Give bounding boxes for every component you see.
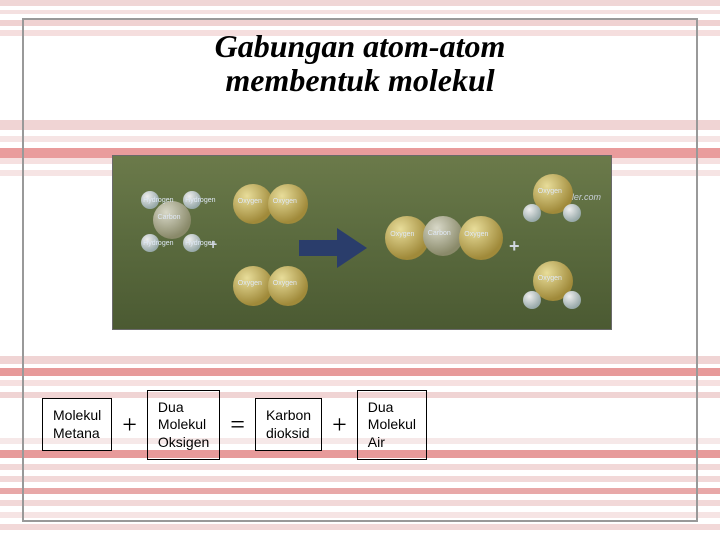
title-line-2: membentuk molekul xyxy=(225,62,494,98)
equation-row: Molekul Metana + Dua Molekul Oksigen = K… xyxy=(42,390,686,461)
eq-box-text: dioksid xyxy=(266,425,311,443)
atom-label: Hydrogen xyxy=(185,197,215,204)
atom-label: Oxygen xyxy=(538,275,562,282)
atom-label: Hydrogen xyxy=(143,240,173,247)
atom-label: Oxygen xyxy=(390,231,414,238)
atom-label: Carbon xyxy=(428,230,451,237)
atom-label: Oxygen xyxy=(238,280,262,287)
atom-label: Oxygen xyxy=(238,198,262,205)
eq-box-text: Molekul xyxy=(158,416,209,434)
eq-box-text: Oksigen xyxy=(158,434,209,452)
slide-frame: Gabungan atom-atom membentuk molekul Goa… xyxy=(22,18,698,522)
eq-box-co2: Karbon dioksid xyxy=(255,398,322,451)
eq-box-methane: Molekul Metana xyxy=(42,398,112,451)
eq-box-text: Karbon xyxy=(266,407,311,425)
reaction-arrow-body xyxy=(299,240,339,256)
eq-box-text: Molekul xyxy=(368,416,416,434)
atom-label: Oxygen xyxy=(273,198,297,205)
atom xyxy=(563,204,581,222)
atom xyxy=(523,204,541,222)
atom xyxy=(563,291,581,309)
diagram-op: + xyxy=(209,236,217,252)
eq-box-text: Metana xyxy=(53,425,101,443)
eq-box-text: Dua xyxy=(158,399,209,417)
atom-label: Carbon xyxy=(158,214,181,221)
slide-title: Gabungan atom-atom membentuk molekul xyxy=(64,30,656,97)
atom-label: Oxygen xyxy=(538,188,562,195)
reaction-arrow-head xyxy=(337,228,367,268)
atom-label: Oxygen xyxy=(273,280,297,287)
eq-box-water: Dua Molekul Air xyxy=(357,390,427,461)
plus-icon: + xyxy=(328,410,351,440)
equals-icon: = xyxy=(226,410,249,440)
eq-box-oxygen: Dua Molekul Oksigen xyxy=(147,390,220,461)
eq-box-text: Air xyxy=(368,434,416,452)
molecule-diagram: Goalfinder.com CarbonHydrogenHydrogenHyd… xyxy=(112,155,612,330)
atom-label: Hydrogen xyxy=(143,197,173,204)
atom-label: Oxygen xyxy=(464,231,488,238)
eq-box-text: Dua xyxy=(368,399,416,417)
plus-icon: + xyxy=(118,410,141,440)
title-line-1: Gabungan atom-atom xyxy=(215,28,506,64)
diagram-op: + xyxy=(509,236,520,257)
eq-box-text: Molekul xyxy=(53,407,101,425)
atom xyxy=(523,291,541,309)
